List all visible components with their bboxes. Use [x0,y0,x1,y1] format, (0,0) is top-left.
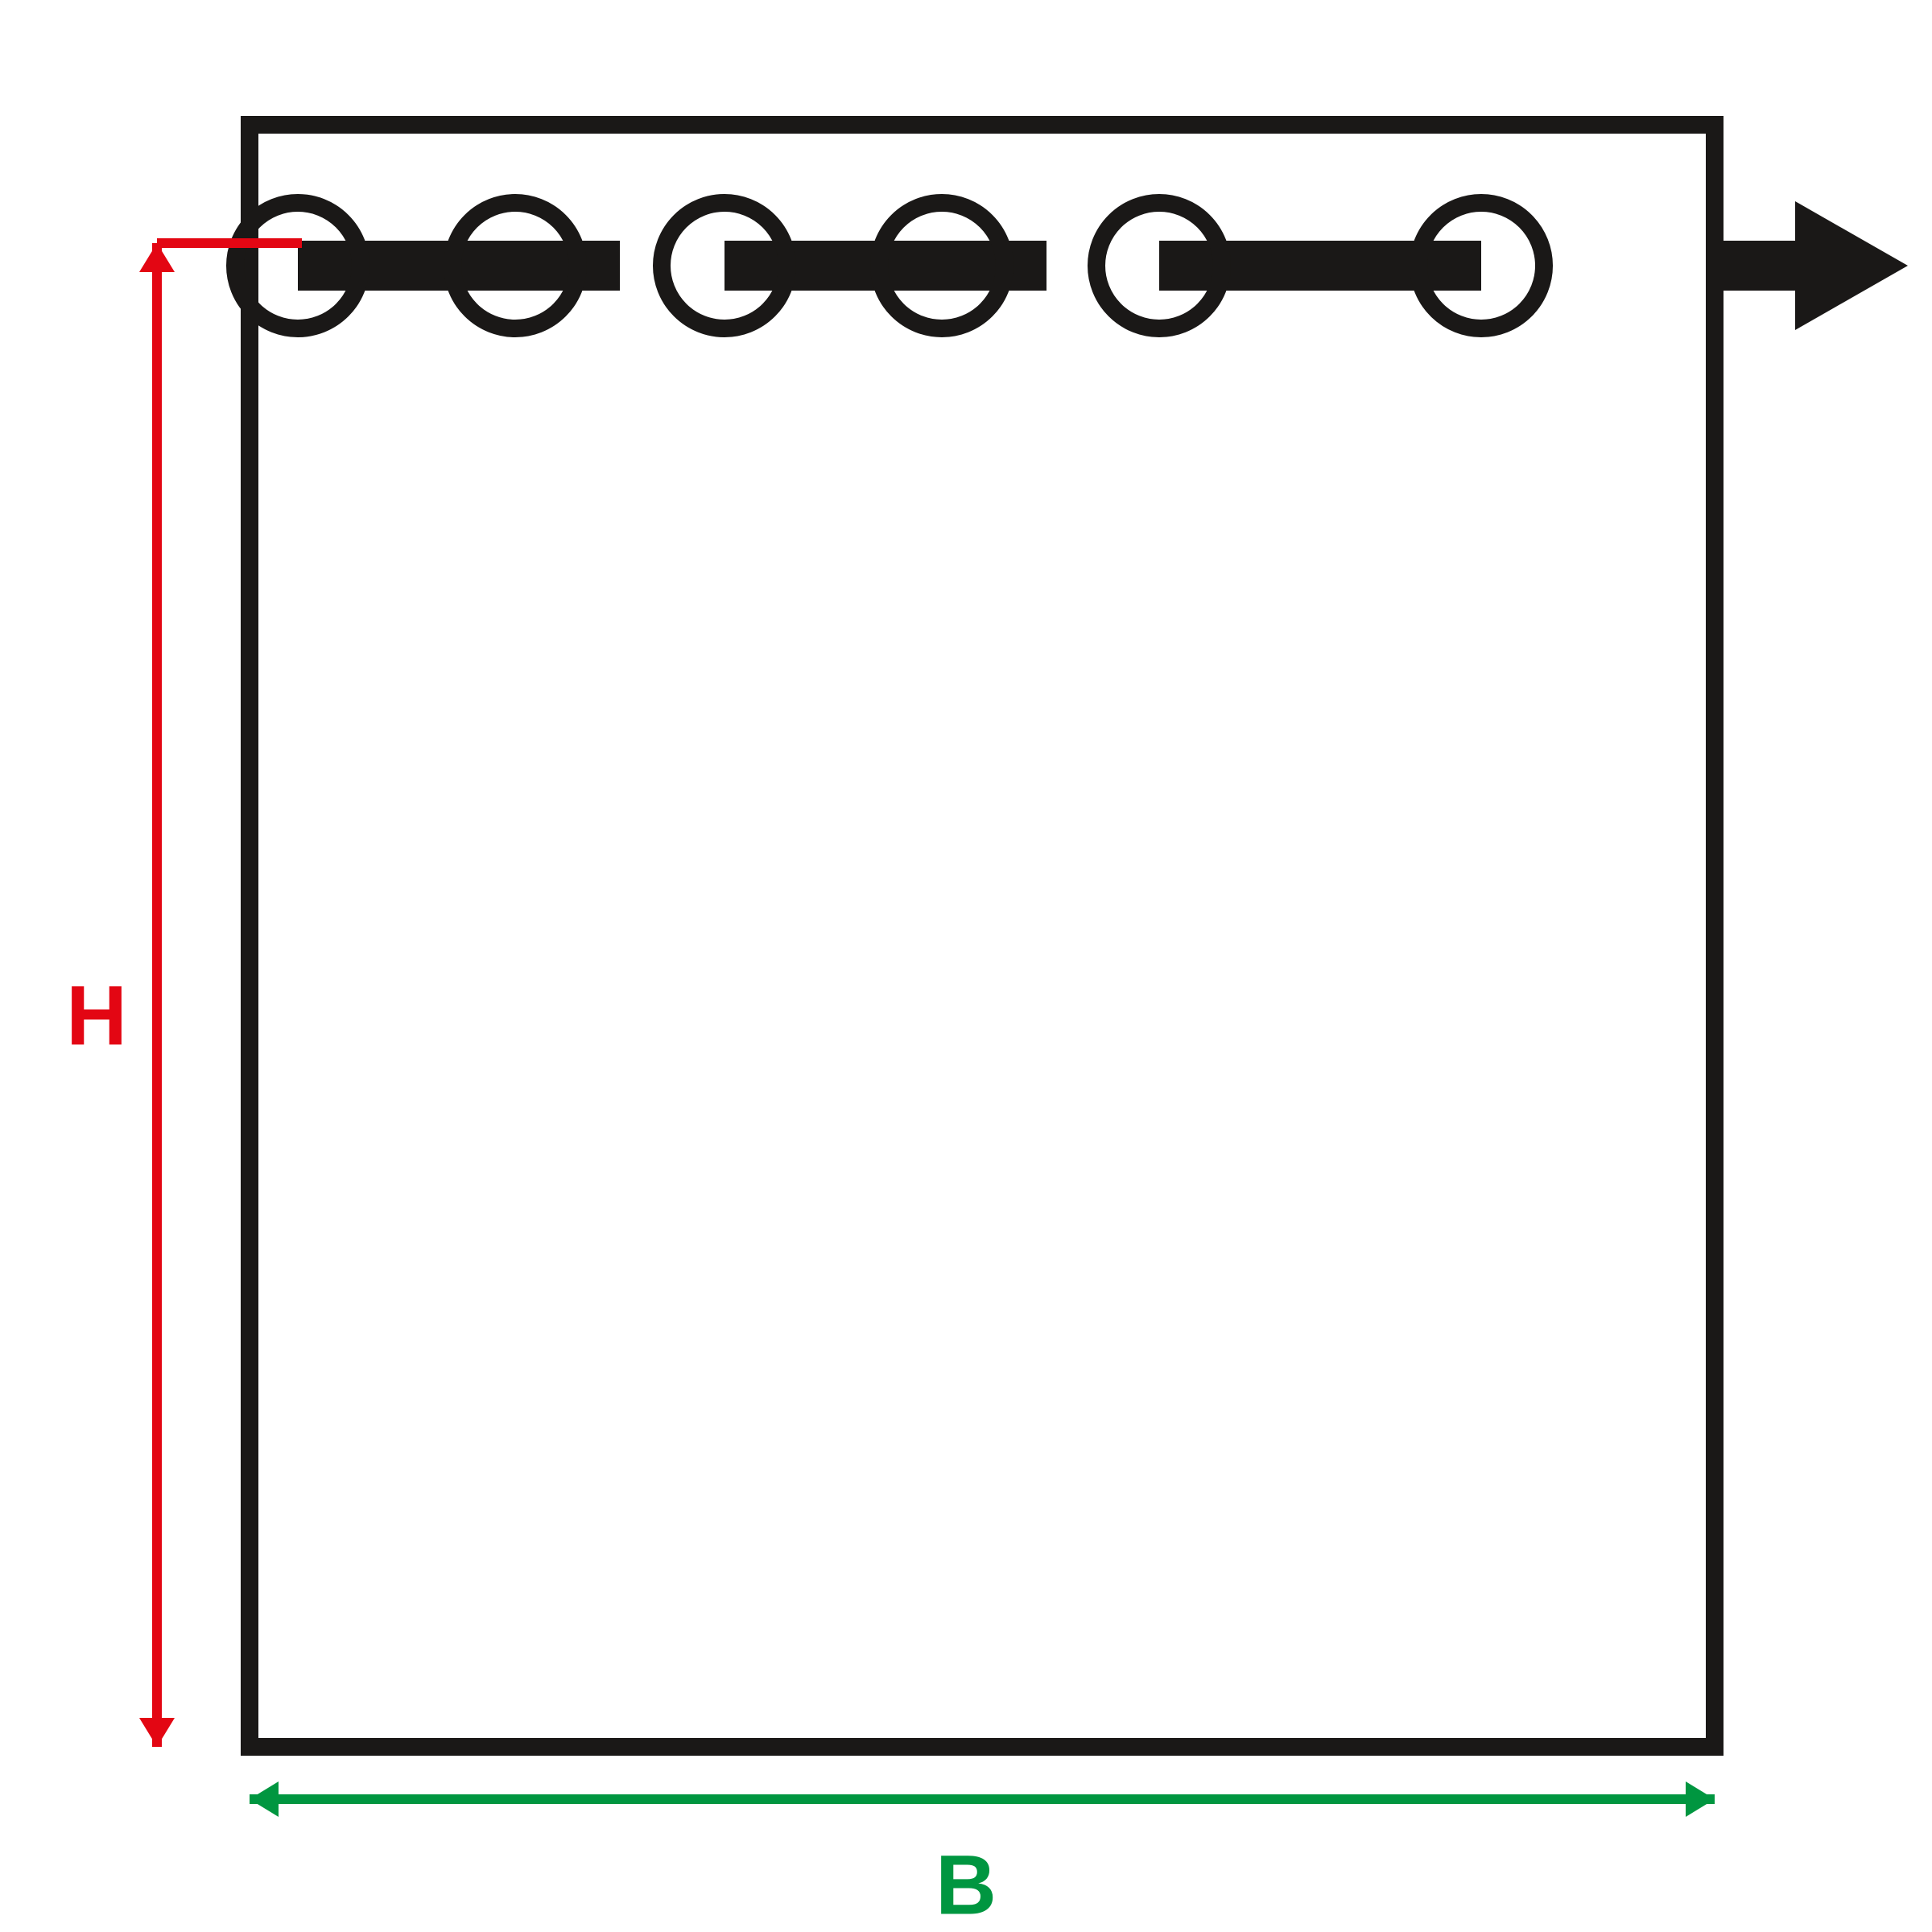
grommet-ring-3 [879,203,1005,328]
width-dimension-label: B [935,1839,997,1932]
width-dimension: B [250,1781,1715,1932]
grommet-ring-2 [662,203,787,328]
curtain-panel-outline [250,125,1715,1747]
grommet-ring-5 [1418,203,1544,328]
grommet-ring-4 [1096,203,1222,328]
grommet-ring-0 [235,203,361,328]
height-dimension-label: H [66,969,127,1063]
rod-extension [1715,241,1795,291]
rod-arrowhead-icon [1795,201,1908,330]
height-dimension: H [66,243,302,1747]
grommet-ring-1 [452,203,578,328]
